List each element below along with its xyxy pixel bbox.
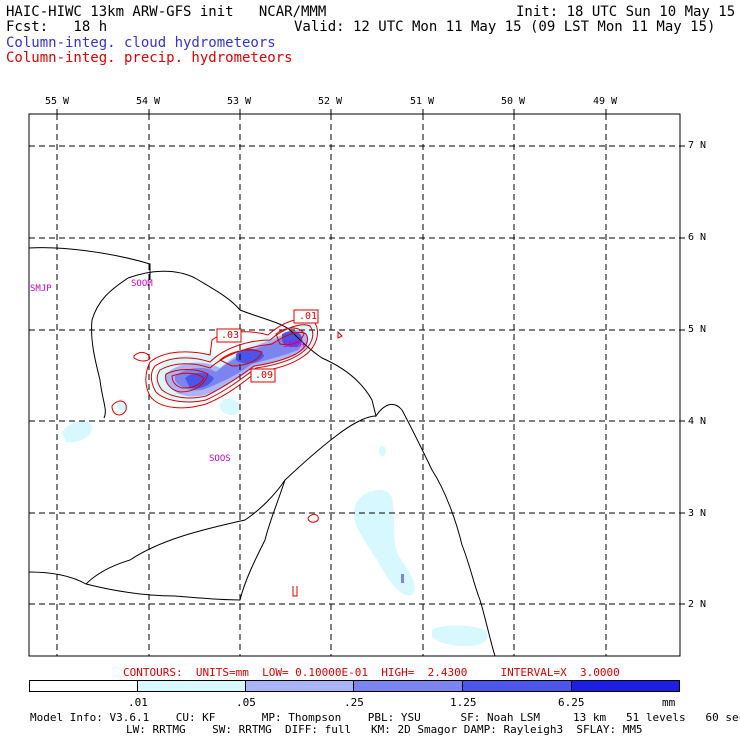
colorbar-box-5 bbox=[462, 680, 572, 692]
station-sooa: SOOA bbox=[283, 340, 305, 350]
graticule-lines bbox=[29, 114, 680, 656]
colorbar-label-025: .25 bbox=[344, 696, 364, 709]
lon-label-50w: 50 W bbox=[501, 96, 526, 107]
colorbar-box-2 bbox=[137, 680, 246, 692]
lat-label-5n: 5 N bbox=[688, 324, 707, 335]
model-info-line2: LW: RRTMG SW: RRTMG DIFF: full KM: 2D Sm… bbox=[126, 723, 643, 736]
station-smjp: SMJP bbox=[30, 284, 52, 294]
lat-label-3n: 3 N bbox=[688, 508, 707, 519]
lon-label-54w: 54 W bbox=[136, 96, 161, 107]
contour-label-01: .01 bbox=[299, 311, 318, 322]
colorbar-label-001: .01 bbox=[128, 696, 148, 709]
title-left-line2: Fcst: 18 h bbox=[6, 19, 108, 35]
lat-label-2n: 2 N bbox=[688, 599, 707, 610]
colorbar-unit: mm bbox=[662, 696, 676, 709]
lat-label-4n: 4 N bbox=[688, 416, 707, 427]
title-right-line2: Valid: 12 UTC Mon 11 May 15 (09 LST Mon … bbox=[294, 19, 716, 35]
colorbar-box-1 bbox=[29, 680, 138, 692]
contour-label-03: .03 bbox=[221, 330, 240, 341]
colorbar-label-125: 1.25 bbox=[450, 696, 477, 709]
station-soos: SOOS bbox=[209, 454, 231, 464]
contour-label-09: .09 bbox=[255, 370, 274, 381]
contour-label-boxes bbox=[216, 309, 319, 383]
colorbar-box-4 bbox=[353, 680, 463, 692]
legend-cloud-hydrometeors: Column-integ. cloud hydrometeors bbox=[6, 35, 276, 51]
coastlines-borders bbox=[28, 247, 496, 657]
lon-label-51w: 51 W bbox=[410, 96, 435, 107]
lat-label-7n: 7 N bbox=[688, 140, 707, 151]
colorbar-label-625: 6.25 bbox=[558, 696, 585, 709]
contour-info: CONTOURS: UNITS=mm LOW= 0.10000E-01 HIGH… bbox=[123, 666, 620, 679]
colorbar-label-005: .05 bbox=[236, 696, 256, 709]
colorbar-box-6 bbox=[571, 680, 680, 692]
lon-label-52w: 52 W bbox=[318, 96, 343, 107]
colorbar-box-3 bbox=[245, 680, 354, 692]
station-soom: SOOM bbox=[131, 279, 153, 289]
lon-label-53w: 53 W bbox=[227, 96, 252, 107]
lon-label-55w: 55 W bbox=[45, 96, 70, 107]
lon-label-49w: 49 W bbox=[593, 96, 618, 107]
map-frame bbox=[28, 113, 681, 657]
title-right-line1: Init: 18 UTC Sun 10 May 15 bbox=[516, 4, 736, 20]
axis-ticks bbox=[56, 109, 685, 605]
model-info-line1: Model Info: V3.6.1 CU: KF MP: Thompson P… bbox=[30, 711, 740, 724]
lat-label-6n: 6 N bbox=[688, 232, 707, 243]
title-left-line1: HAIC-HIWC 13km ARW-GFS init NCAR/MMM bbox=[6, 4, 327, 20]
legend-precip-hydrometeors: Column-integ. precip. hydrometeors bbox=[6, 50, 293, 66]
